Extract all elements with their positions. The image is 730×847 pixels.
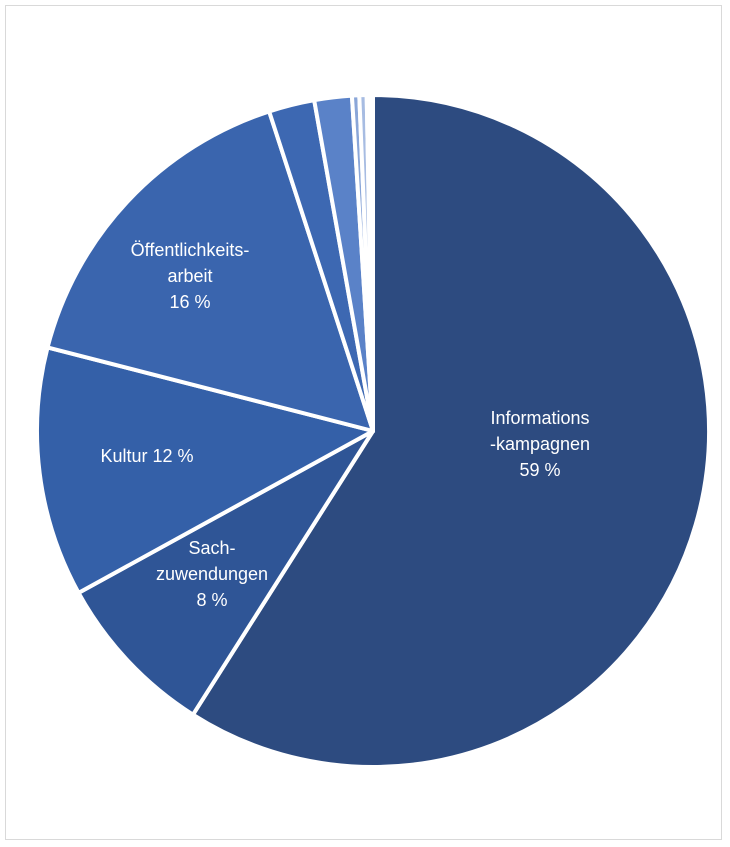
slice-label-3-line-1: arbeit — [167, 266, 212, 286]
pie-slices — [35, 92, 711, 769]
slice-label-0: Informations -kampagnen 59 % — [490, 408, 590, 480]
slice-label-3-line-2: 16 % — [169, 292, 210, 312]
slice-label-0-line-1: -kampagnen — [490, 434, 590, 454]
slice-label-1-line-1: zuwendungen — [156, 564, 268, 584]
pie-slice-1 — [76, 429, 375, 717]
pie-slice-9 — [367, 92, 375, 433]
slice-label-1-line-0: Sach- — [188, 538, 235, 558]
slice-label-3: Öffentlichkeits-arbeit 16 % — [131, 240, 250, 312]
pie-slice-0 — [190, 93, 711, 769]
pie-slice-3 — [45, 109, 375, 433]
slice-label-0-line-0: Informations — [490, 408, 589, 428]
slice-label-0-line-2: 59 % — [519, 460, 560, 480]
pie-slice-2 — [35, 345, 375, 595]
slice-label-3-line-0: Öffentlichkeits- — [131, 240, 250, 260]
slice-label-1: Sach-zuwendungen 8 % — [156, 538, 268, 610]
slice-label-2: Kultur 12 % — [100, 446, 193, 466]
slice-label-2-line-0: Kultur 12 % — [100, 446, 193, 466]
pie-labels: Informations -kampagnen 59 % Sach-zuwendung… — [100, 240, 590, 610]
slice-label-1-line-2: 8 % — [196, 590, 227, 610]
